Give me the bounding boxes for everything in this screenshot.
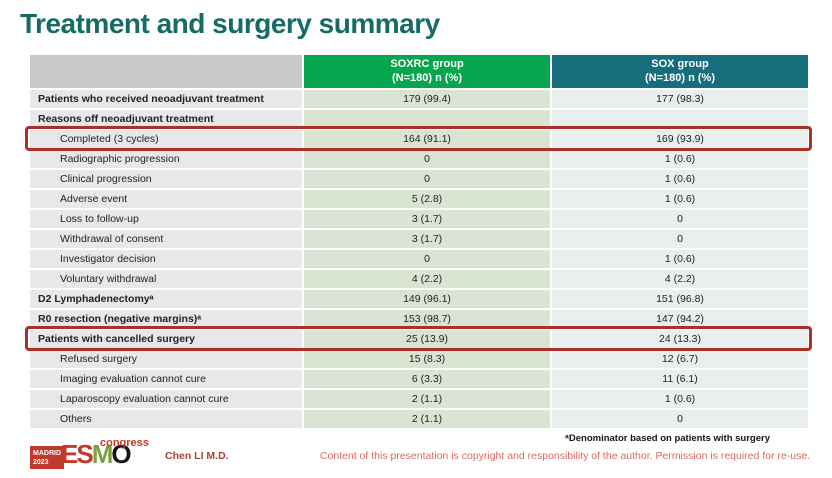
table-row: Withdrawal of consent 3 (1.7) 0 (30, 230, 808, 248)
soxrc-value: 0 (304, 170, 550, 188)
table-row: Loss to follow-up 3 (1.7) 0 (30, 210, 808, 228)
row-label: Loss to follow-up (30, 210, 302, 228)
table-row: Patients who received neoadjuvant treatm… (30, 90, 808, 108)
table-row: Reasons off neoadjuvant treatment (30, 110, 808, 128)
sox-value: 1 (0.6) (552, 170, 808, 188)
congress-label: congress (100, 437, 149, 449)
soxrc-value: 5 (2.8) (304, 190, 550, 208)
row-label: Laparoscopy evaluation cannot cure (30, 390, 302, 408)
sox-value: 147 (94.2) (552, 310, 808, 328)
row-label: Others (30, 410, 302, 428)
table-row: Adverse event 5 (2.8) 1 (0.6) (30, 190, 808, 208)
soxrc-value: 15 (8.3) (304, 350, 550, 368)
table-row: D2 Lymphadenectomyᵃ 149 (96.1) 151 (96.8) (30, 290, 808, 308)
esmo-letter-e: E (61, 439, 78, 469)
page-title: Treatment and surgery summary (20, 8, 440, 39)
table-row: Investigator decision 0 1 (0.6) (30, 250, 808, 268)
row-label: Investigator decision (30, 250, 302, 268)
soxrc-value: 0 (304, 150, 550, 168)
table-row: Voluntary withdrawal 4 (2.2) 4 (2.2) (30, 270, 808, 288)
sox-value: 151 (96.8) (552, 290, 808, 308)
soxrc-value: 0 (304, 250, 550, 268)
row-label: Patients with cancelled surgery (30, 330, 302, 348)
row-label: Radiographic progression (30, 150, 302, 168)
table-row: Refused surgery 15 (8.3) 12 (6.7) (30, 350, 808, 368)
soxrc-value: 2 (1.1) (304, 390, 550, 408)
header-sox-group: SOX group (N=180) n (%) (552, 55, 808, 88)
sox-value: 4 (2.2) (552, 270, 808, 288)
row-label: Imaging evaluation cannot cure (30, 370, 302, 388)
table-row: Others 2 (1.1) 0 (30, 410, 808, 428)
esmo-congress-logo: MADRID 2023 ESMO congress (30, 437, 170, 475)
row-label: Voluntary withdrawal (30, 270, 302, 288)
sox-value: 12 (6.7) (552, 350, 808, 368)
logo-year: 2023 (33, 459, 49, 467)
soxrc-value: 149 (96.1) (304, 290, 550, 308)
sox-value: 0 (552, 410, 808, 428)
soxrc-value: 153 (98.7) (304, 310, 550, 328)
row-label: Completed (3 cycles) (30, 130, 302, 148)
presenter-name: Chen LI M.D. (165, 450, 229, 462)
table-header-row: SOXRC group (N=180) n (%) SOX group (N=1… (30, 55, 808, 88)
soxrc-value: 4 (2.2) (304, 270, 550, 288)
soxrc-value: 3 (1.7) (304, 230, 550, 248)
sox-value: 11 (6.1) (552, 370, 808, 388)
esmo-letter-s: S (76, 439, 93, 469)
soxrc-value: 6 (3.3) (304, 370, 550, 388)
table-row: R0 resection (negative margins)ᵃ 153 (98.… (30, 310, 808, 328)
row-label: D2 Lymphadenectomyᵃ (30, 290, 302, 308)
soxrc-value: 25 (13.9) (304, 330, 550, 348)
sox-value: 169 (93.9) (552, 130, 808, 148)
table-row: Laparoscopy evaluation cannot cure 2 (1.1… (30, 390, 808, 408)
header-soxrc-group: SOXRC group (N=180) n (%) (304, 55, 550, 88)
header-soxrc-line1: SOXRC group (390, 57, 464, 70)
row-label: Patients who received neoadjuvant treatm… (30, 90, 302, 108)
row-label: Adverse event (30, 190, 302, 208)
table-body: Patients who received neoadjuvant treatm… (25, 90, 812, 428)
row-label: Reasons off neoadjuvant treatment (30, 110, 302, 128)
header-sox-line2: (N=180) n (%) (645, 71, 715, 84)
soxrc-value: 3 (1.7) (304, 210, 550, 228)
logo-city: MADRID (33, 450, 61, 457)
summary-table: SOXRC group (N=180) n (%) SOX group (N=1… (25, 55, 812, 430)
table-footnote: ᵃDenominator based on patients with surg… (565, 433, 770, 444)
sox-value: 0 (552, 230, 808, 248)
sox-value: 24 (13.3) (552, 330, 808, 348)
madrid-2023-badge: MADRID 2023 (30, 446, 64, 469)
header-empty-cell (30, 55, 302, 88)
table-row: Imaging evaluation cannot cure 6 (3.3) 11 … (30, 370, 808, 388)
esmo-letter-o: O (111, 439, 131, 469)
table-row: Clinical progression 0 1 (0.6) (30, 170, 808, 188)
soxrc-value: 179 (99.4) (304, 90, 550, 108)
header-sox-line1: SOX group (651, 57, 709, 70)
sox-value (552, 110, 808, 128)
soxrc-value (304, 110, 550, 128)
table-row: Completed (3 cycles) 164 (91.1) 169 (93.9) (25, 126, 812, 151)
esmo-wordmark: ESMO (61, 439, 132, 470)
table-row: Radiographic progression 0 1 (0.6) (30, 150, 808, 168)
sox-value: 0 (552, 210, 808, 228)
row-label: R0 resection (negative margins)ᵃ (30, 310, 302, 328)
soxrc-value: 2 (1.1) (304, 410, 550, 428)
sox-value: 1 (0.6) (552, 390, 808, 408)
esmo-letter-m: M (91, 439, 114, 469)
sox-value: 177 (98.3) (552, 90, 808, 108)
sox-value: 1 (0.6) (552, 150, 808, 168)
soxrc-value: 164 (91.1) (304, 130, 550, 148)
copyright-notice: Content of this presentation is copyrigh… (319, 450, 811, 462)
row-label: Clinical progression (30, 170, 302, 188)
row-label: Refused surgery (30, 350, 302, 368)
sox-value: 1 (0.6) (552, 190, 808, 208)
table-row: Patients with cancelled surgery 25 (13.9)… (25, 326, 812, 351)
sox-value: 1 (0.6) (552, 250, 808, 268)
row-label: Withdrawal of consent (30, 230, 302, 248)
header-soxrc-line2: (N=180) n (%) (392, 71, 462, 84)
